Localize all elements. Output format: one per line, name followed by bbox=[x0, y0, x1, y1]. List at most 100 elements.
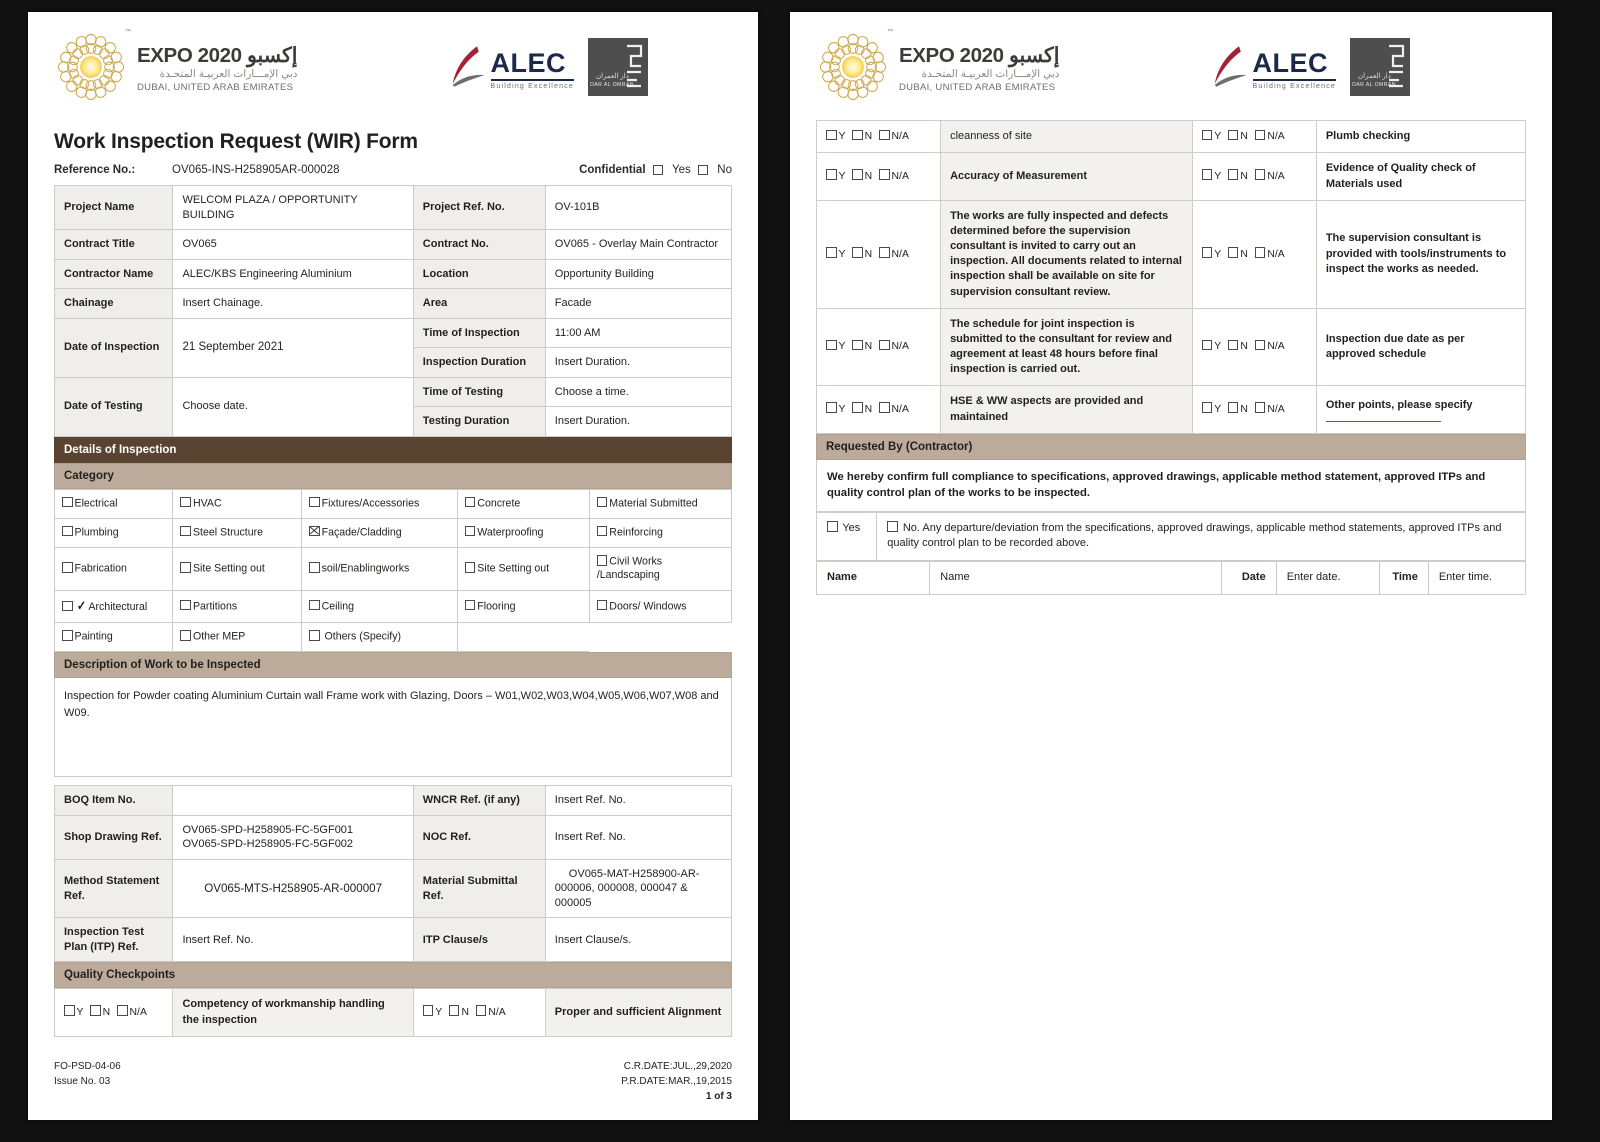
checkbox-yes-l5[interactable] bbox=[826, 402, 837, 413]
boq-item-value[interactable] bbox=[172, 785, 414, 816]
checkbox-na-l1[interactable] bbox=[879, 129, 890, 140]
date-testing-value[interactable]: Choose date. bbox=[172, 376, 414, 437]
checkbox-concrete[interactable] bbox=[464, 496, 476, 508]
method-statement-value[interactable]: OV065-MTS-H258905-AR-000007 bbox=[172, 858, 414, 919]
checkpoint-right-options-1[interactable]: Y N N/A bbox=[1191, 119, 1317, 154]
quality-check-right-options[interactable]: Y N N/A bbox=[412, 988, 546, 1037]
checkbox-yes-r3[interactable] bbox=[1201, 247, 1213, 258]
category-cell-electrical[interactable]: Electrical bbox=[53, 488, 174, 519]
checkpoint-right-options-5[interactable]: Y N N/A bbox=[1191, 385, 1317, 434]
checkbox-yes-left-1[interactable] bbox=[64, 1005, 75, 1016]
checkbox-painting[interactable] bbox=[62, 630, 73, 641]
area-value[interactable]: Facade bbox=[544, 288, 733, 319]
checkbox-no-r5[interactable] bbox=[1227, 402, 1239, 413]
checkbox-declaration-no[interactable] bbox=[887, 521, 898, 532]
chainage-value[interactable]: Insert Chainage. bbox=[172, 288, 414, 319]
checkbox-na-right-1[interactable] bbox=[475, 1005, 487, 1016]
category-cell-doors-windows[interactable]: Doors/ Windows bbox=[588, 590, 733, 624]
checkbox-ceiling[interactable] bbox=[309, 599, 320, 611]
category-cell-others-specify[interactable]: Others (Specify) bbox=[301, 622, 458, 653]
category-cell-flooring[interactable]: Flooring bbox=[456, 590, 590, 624]
checkbox-no-r1[interactable] bbox=[1227, 129, 1239, 140]
itp-ref-value[interactable]: Insert Ref. No. bbox=[172, 917, 414, 963]
category-cell-facade-cladding[interactable]: Façade/Cladding bbox=[301, 517, 458, 549]
name-value[interactable]: Name bbox=[929, 561, 1222, 596]
checkbox-plumbing[interactable] bbox=[62, 525, 73, 537]
checkpoint-left-options-3[interactable]: Y N N/A bbox=[815, 199, 942, 309]
category-cell-fixtures-accessories[interactable]: Fixtures/Accessories bbox=[301, 488, 458, 519]
checkbox-hvac[interactable] bbox=[180, 496, 191, 508]
checkbox-no-l3[interactable] bbox=[852, 247, 863, 258]
checkbox-yes-l3[interactable] bbox=[826, 247, 837, 258]
checkbox-electrical[interactable] bbox=[62, 496, 73, 508]
checkbox-partitions[interactable] bbox=[180, 599, 191, 611]
contractor-name-value[interactable]: ALEC/KBS Engineering Aluminium bbox=[172, 258, 414, 290]
category-cell-concrete[interactable]: Concrete bbox=[456, 488, 590, 519]
checkbox-na-l3[interactable] bbox=[879, 247, 890, 258]
confidential-yes-checkbox[interactable] bbox=[652, 164, 664, 176]
checkbox-no-r4[interactable] bbox=[1227, 339, 1239, 351]
category-cell-civil-works-landscaping[interactable]: Civil Works /Landscaping bbox=[588, 547, 733, 592]
category-cell-site-setting-out[interactable]: Site Setting out bbox=[172, 547, 303, 592]
checkbox-no-l4[interactable] bbox=[852, 339, 863, 351]
checkbox-material-submitted[interactable] bbox=[596, 496, 608, 508]
checkbox-no-right-1[interactable] bbox=[448, 1005, 460, 1016]
time-inspection-value[interactable]: 11:00 AM bbox=[544, 317, 733, 349]
category-cell-ceiling[interactable]: Ceiling bbox=[301, 590, 458, 624]
checkbox-waterproofing[interactable] bbox=[464, 525, 476, 537]
category-cell-architectural[interactable]: ✓ Architectural bbox=[53, 590, 174, 624]
checkbox-yes-l4[interactable] bbox=[826, 339, 837, 351]
category-cell-waterproofing[interactable]: Waterproofing bbox=[456, 517, 590, 549]
checkbox-na-r4[interactable] bbox=[1254, 339, 1266, 351]
checkbox-civil-works-landscaping[interactable] bbox=[596, 555, 608, 566]
declaration-yes-cell[interactable]: Yes bbox=[815, 511, 878, 562]
checkbox-flooring[interactable] bbox=[464, 599, 476, 611]
checkbox-doors-windows[interactable] bbox=[596, 599, 608, 611]
noc-ref-value[interactable]: Insert Ref. No. bbox=[544, 814, 733, 860]
checkbox-site-setting-out[interactable] bbox=[180, 562, 191, 573]
checkbox-architectural[interactable] bbox=[62, 600, 73, 612]
checkbox-na-l5[interactable] bbox=[879, 402, 890, 413]
category-cell-plumbing[interactable]: Plumbing bbox=[53, 517, 174, 549]
category-cell-soil-enablingworks[interactable]: soil/Enablingworks bbox=[301, 547, 458, 592]
checkbox-no-r3[interactable] bbox=[1227, 247, 1239, 258]
inspection-duration-value[interactable]: Insert Duration. bbox=[544, 347, 733, 378]
checkbox-declaration-yes[interactable] bbox=[827, 521, 838, 532]
checkbox-fixtures-accessories[interactable] bbox=[309, 496, 320, 508]
testing-duration-value[interactable]: Insert Duration. bbox=[544, 406, 733, 437]
checkbox-no-r2[interactable] bbox=[1227, 169, 1239, 180]
checkbox-yes-r5[interactable] bbox=[1201, 402, 1213, 413]
checkpoint-left-options-2[interactable]: Y N N/A bbox=[815, 152, 942, 201]
checkbox-na-left-1[interactable] bbox=[117, 1005, 128, 1016]
quality-check-left-options[interactable]: Y N N/A bbox=[53, 988, 174, 1037]
confidential-no-checkbox[interactable] bbox=[697, 164, 709, 176]
category-cell-other-mep[interactable]: Other MEP bbox=[172, 622, 303, 653]
date-value[interactable]: Enter date. bbox=[1275, 561, 1381, 596]
checkpoint-right-options-2[interactable]: Y N N/A bbox=[1191, 152, 1317, 201]
checkbox-na-l4[interactable] bbox=[879, 339, 890, 351]
checkpoint-left-options-5[interactable]: Y N N/A bbox=[815, 385, 942, 434]
project-name-value[interactable]: WELCOM PLAZA / OPPORTUNITY BUILDING bbox=[172, 184, 414, 231]
checkbox-others-specify[interactable] bbox=[309, 630, 320, 641]
checkbox-facade-cladding-checked[interactable] bbox=[309, 525, 320, 537]
checkpoint-right-options-4[interactable]: Y N N/A bbox=[1191, 307, 1317, 387]
category-cell-steel-structure[interactable]: Steel Structure bbox=[172, 517, 303, 549]
checkbox-yes-l2[interactable] bbox=[826, 169, 837, 180]
checkbox-yes-right-1[interactable] bbox=[422, 1005, 434, 1016]
description-text[interactable]: Inspection for Powder coating Aluminium … bbox=[54, 678, 732, 778]
date-inspection-value[interactable]: 21 September 2021 bbox=[172, 317, 414, 378]
checkbox-steel-structure[interactable] bbox=[180, 525, 191, 537]
checkbox-reinforcing[interactable] bbox=[596, 525, 608, 537]
checkpoint-right-options-3[interactable]: Y N N/A bbox=[1191, 199, 1317, 309]
category-cell-material-submitted[interactable]: Material Submitted bbox=[588, 488, 733, 519]
checkbox-yes-r4[interactable] bbox=[1201, 339, 1213, 351]
itp-clause-value[interactable]: Insert Clause/s. bbox=[544, 917, 733, 963]
category-cell-site-setting-out-2[interactable]: Site Setting out bbox=[456, 547, 590, 592]
category-cell-painting[interactable]: Painting bbox=[53, 622, 174, 653]
checkbox-no-left-1[interactable] bbox=[90, 1005, 101, 1016]
wncr-ref-value[interactable]: Insert Ref. No. bbox=[544, 785, 733, 816]
category-cell-partitions[interactable]: Partitions bbox=[172, 590, 303, 624]
project-ref-value[interactable]: OV-101B bbox=[544, 184, 733, 231]
category-cell-reinforcing[interactable]: Reinforcing bbox=[588, 517, 733, 549]
checkbox-no-l2[interactable] bbox=[852, 169, 863, 180]
